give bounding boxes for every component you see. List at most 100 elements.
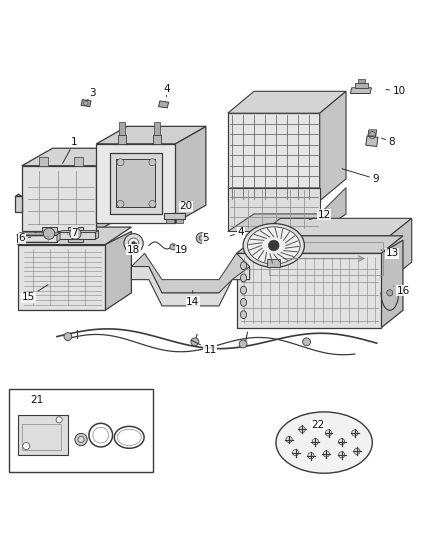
Text: 4: 4: [230, 228, 244, 237]
Polygon shape: [228, 91, 346, 113]
Circle shape: [149, 159, 156, 166]
Polygon shape: [17, 233, 60, 235]
Ellipse shape: [240, 274, 247, 282]
Text: 21: 21: [31, 395, 44, 405]
Polygon shape: [105, 231, 131, 310]
Text: 20: 20: [180, 201, 193, 211]
Polygon shape: [368, 130, 377, 136]
Text: 13: 13: [381, 248, 399, 259]
Polygon shape: [159, 101, 169, 108]
Polygon shape: [355, 83, 368, 88]
Text: 16: 16: [393, 286, 410, 296]
Circle shape: [23, 442, 30, 449]
Text: 10: 10: [386, 86, 406, 96]
Polygon shape: [15, 194, 22, 197]
Text: 3: 3: [88, 88, 95, 100]
Polygon shape: [22, 166, 96, 231]
Polygon shape: [119, 122, 125, 135]
Polygon shape: [81, 100, 91, 107]
Polygon shape: [131, 266, 250, 306]
Text: 19: 19: [173, 245, 188, 255]
Circle shape: [387, 290, 393, 296]
Circle shape: [117, 200, 124, 207]
Ellipse shape: [276, 412, 372, 473]
Circle shape: [170, 244, 176, 250]
Circle shape: [124, 233, 143, 253]
Ellipse shape: [247, 227, 300, 264]
Circle shape: [239, 340, 247, 348]
Polygon shape: [95, 231, 99, 239]
Polygon shape: [166, 219, 174, 223]
Polygon shape: [175, 126, 206, 223]
Polygon shape: [267, 260, 280, 266]
Text: 8: 8: [381, 136, 396, 147]
Text: 15: 15: [22, 285, 48, 302]
Text: 7: 7: [68, 228, 78, 238]
Polygon shape: [18, 415, 68, 455]
Ellipse shape: [240, 311, 247, 319]
Circle shape: [196, 233, 207, 243]
Polygon shape: [39, 157, 48, 166]
Ellipse shape: [240, 298, 247, 306]
Polygon shape: [228, 214, 346, 231]
Polygon shape: [110, 152, 162, 214]
Polygon shape: [390, 219, 412, 280]
Polygon shape: [59, 231, 99, 232]
Polygon shape: [96, 126, 206, 144]
Circle shape: [117, 159, 124, 166]
Text: 12: 12: [309, 210, 331, 220]
Polygon shape: [164, 213, 185, 219]
Polygon shape: [74, 157, 83, 166]
Circle shape: [191, 338, 199, 346]
Polygon shape: [358, 79, 365, 83]
Polygon shape: [116, 159, 155, 207]
Bar: [269, 242, 383, 275]
Ellipse shape: [240, 262, 247, 270]
Text: 22: 22: [311, 420, 324, 431]
Polygon shape: [228, 188, 320, 231]
Polygon shape: [96, 152, 127, 231]
Text: 6: 6: [18, 233, 31, 243]
Bar: [22, 424, 61, 450]
Polygon shape: [320, 91, 346, 201]
Circle shape: [78, 437, 84, 442]
Circle shape: [56, 417, 62, 423]
Polygon shape: [118, 135, 126, 144]
Circle shape: [75, 433, 87, 446]
Polygon shape: [237, 236, 403, 253]
Text: 18: 18: [127, 243, 140, 255]
Circle shape: [303, 338, 311, 346]
Polygon shape: [18, 227, 131, 245]
Bar: [22, 236, 48, 241]
Polygon shape: [320, 188, 346, 231]
Polygon shape: [96, 144, 175, 223]
Circle shape: [149, 200, 156, 207]
Polygon shape: [258, 236, 390, 280]
Polygon shape: [350, 88, 371, 93]
Polygon shape: [366, 136, 378, 147]
Polygon shape: [131, 253, 250, 293]
Polygon shape: [42, 227, 57, 243]
Circle shape: [128, 238, 139, 248]
Polygon shape: [22, 148, 127, 166]
Polygon shape: [381, 240, 403, 328]
Text: 4: 4: [163, 84, 170, 96]
Circle shape: [64, 333, 72, 341]
Polygon shape: [153, 135, 161, 144]
Text: 1: 1: [63, 136, 78, 163]
Circle shape: [43, 228, 55, 239]
Circle shape: [70, 228, 81, 239]
Ellipse shape: [243, 223, 304, 268]
Polygon shape: [59, 232, 95, 239]
Polygon shape: [57, 233, 60, 242]
Text: 5: 5: [202, 233, 209, 243]
Polygon shape: [228, 113, 320, 201]
Polygon shape: [68, 227, 83, 243]
Polygon shape: [258, 219, 412, 236]
Polygon shape: [154, 122, 160, 135]
Text: 14: 14: [186, 290, 199, 306]
Polygon shape: [176, 219, 183, 223]
Circle shape: [268, 240, 279, 251]
Polygon shape: [18, 245, 105, 310]
Polygon shape: [237, 253, 381, 328]
